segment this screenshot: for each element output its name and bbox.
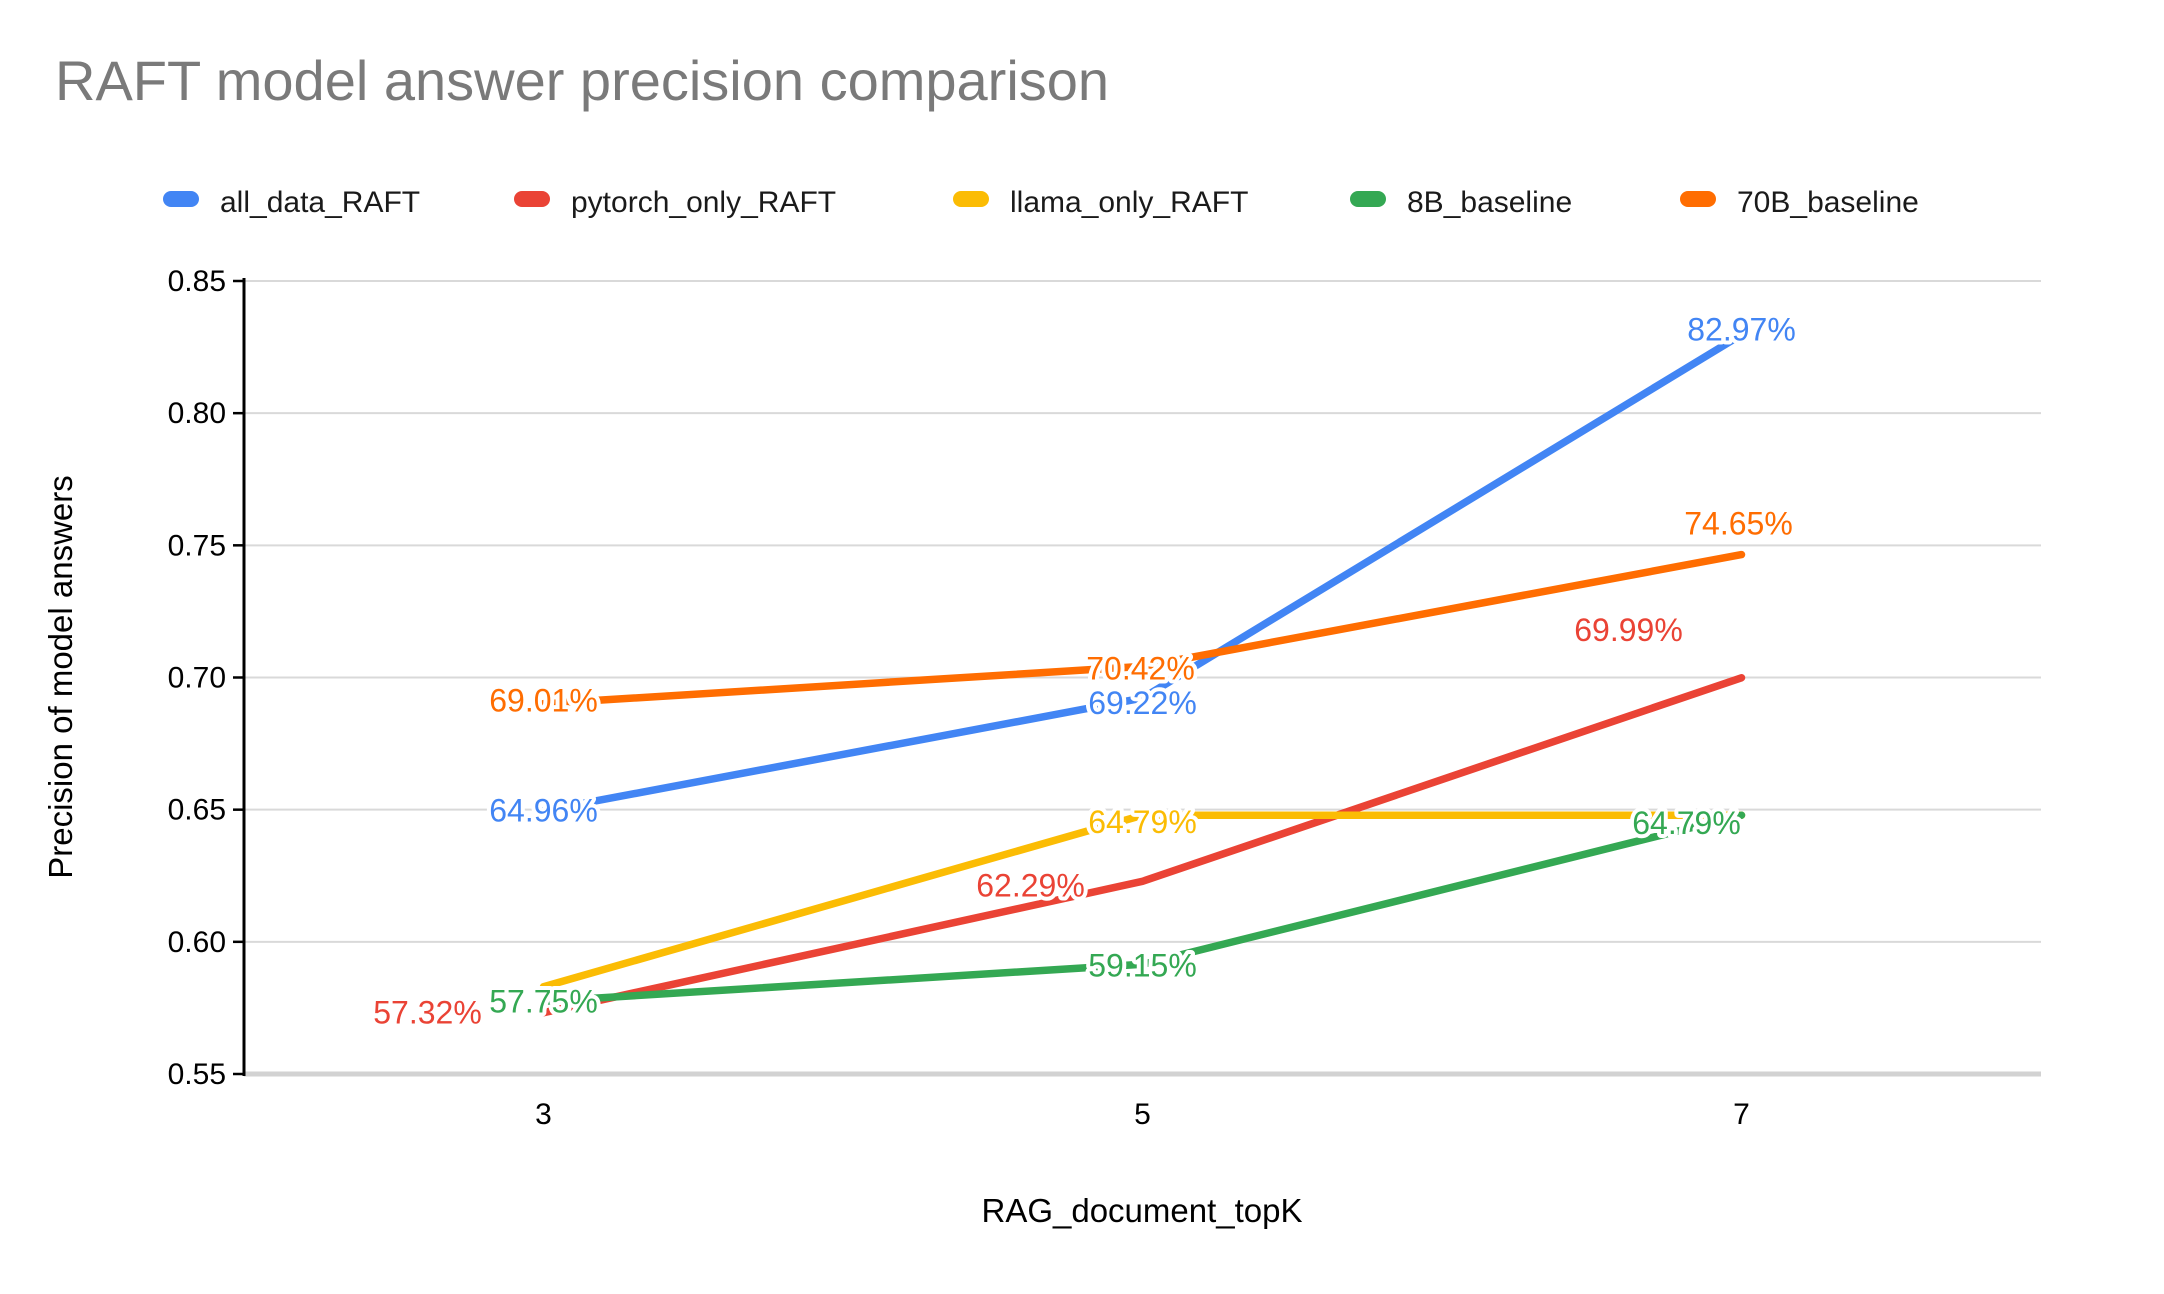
x-tick-label: 7 bbox=[1733, 1098, 1750, 1131]
data-label-70B_baseline: 74.65% bbox=[1684, 506, 1793, 542]
data-label-all_data_RAFT: 69.22% bbox=[1088, 685, 1197, 721]
x-axis: 3 5 7 bbox=[535, 1098, 1750, 1131]
legend-swatch-icon bbox=[1680, 191, 1716, 207]
data-label-70B_baseline: 70.42% bbox=[1086, 650, 1195, 686]
y-tick-label: 0.75 bbox=[168, 529, 226, 562]
series-line-all_data_RAFT bbox=[539, 330, 1746, 815]
legend-swatch-icon bbox=[1350, 191, 1386, 207]
legend-item-llama_only_RAFT: llama_only_RAFT bbox=[953, 186, 1248, 219]
x-axis-title: RAG_document_topK bbox=[981, 1192, 1302, 1229]
x-tick-label: 5 bbox=[1134, 1098, 1151, 1131]
data-label-pytorch_only_RAFT: 62.29% bbox=[976, 867, 1085, 903]
y-tick-label: 0.70 bbox=[168, 662, 226, 695]
y-tick-label: 0.80 bbox=[168, 397, 226, 430]
legend-item-all_data_RAFT: all_data_RAFT bbox=[163, 186, 420, 219]
chart-series bbox=[539, 330, 1746, 1017]
series-line-pytorch_only_RAFT bbox=[539, 674, 1746, 1017]
chart-data-labels: 64.96% 69.22% 82.97% 57.32% 62.29% 69.99% 64.7… bbox=[369, 308, 1800, 1035]
series-line-70B_baseline bbox=[539, 550, 1746, 708]
y-tick-label: 0.60 bbox=[168, 926, 226, 959]
data-label-pytorch_only_RAFT: 69.99% bbox=[1574, 612, 1683, 648]
legend-item-pytorch_only_RAFT: pytorch_only_RAFT bbox=[514, 186, 836, 219]
legend-item-label: pytorch_only_RAFT bbox=[571, 186, 836, 219]
x-tick-label: 3 bbox=[535, 1098, 552, 1131]
chart-title: RAFT model answer precision comparison bbox=[55, 49, 1109, 112]
legend-item-8B_baseline: 8B_baseline bbox=[1350, 186, 1572, 219]
series-line-8B_baseline bbox=[539, 811, 1746, 1006]
data-label-8B_baseline: 59.15% bbox=[1088, 947, 1197, 983]
y-tick-label: 0.55 bbox=[168, 1058, 226, 1091]
y-axis: 0.85 0.80 0.75 0.70 0.65 0.60 0.55 bbox=[168, 265, 246, 1091]
legend-item-label: all_data_RAFT bbox=[220, 186, 420, 219]
legend-item-label: 70B_baseline bbox=[1737, 186, 1919, 219]
data-label-8B_baseline: 57.75% bbox=[489, 983, 598, 1019]
data-label-70B_baseline: 69.01% bbox=[489, 683, 598, 719]
chart-legend: all_data_RAFT pytorch_only_RAFT llama_only… bbox=[163, 186, 1919, 219]
y-tick-label: 0.65 bbox=[168, 794, 226, 827]
y-tick-label: 0.85 bbox=[168, 265, 226, 298]
legend-swatch-icon bbox=[163, 191, 199, 207]
legend-item-label: llama_only_RAFT bbox=[1010, 186, 1248, 219]
legend-item-70B_baseline: 70B_baseline bbox=[1680, 186, 1919, 219]
legend-item-label: 8B_baseline bbox=[1407, 186, 1572, 219]
legend-swatch-icon bbox=[514, 191, 550, 207]
data-label-all_data_RAFT: 82.97% bbox=[1687, 312, 1796, 348]
data-label-pytorch_only_RAFT: 57.32% bbox=[373, 995, 482, 1031]
legend-swatch-icon bbox=[953, 191, 989, 207]
series-line-llama_only_RAFT bbox=[539, 811, 1746, 991]
data-label-llama_only_RAFT: 64.79% bbox=[1088, 804, 1197, 840]
data-label-all_data_RAFT: 64.96% bbox=[489, 793, 598, 829]
data-label-8B_baseline: 64.79% bbox=[1632, 805, 1741, 841]
y-axis-title: Precision of model answers bbox=[42, 475, 79, 879]
